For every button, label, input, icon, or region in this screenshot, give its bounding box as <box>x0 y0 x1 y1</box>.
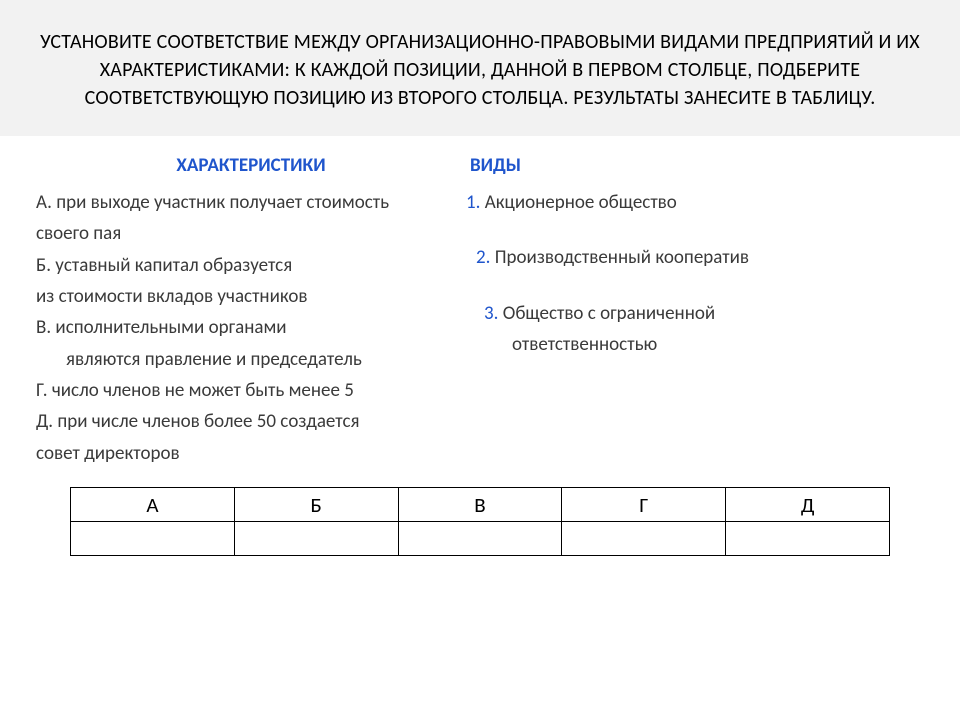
answer-cell-B[interactable] <box>234 522 398 556</box>
char-B-line1: Б. уставный капитал образуется <box>36 250 466 281</box>
characteristics-list: А. при выходе участник получает стоимост… <box>36 187 466 469</box>
types-list: 1. Акционерное общество 2. Производствен… <box>466 187 906 384</box>
char-D-line2: совет директоров <box>36 438 466 469</box>
instruction-header: УСТАНОВИТЕ СООТВЕТСТВИЕ МЕЖДУ ОРГАНИЗАЦИ… <box>0 0 960 136</box>
type-3: 3. Общество с ограниченной ответственнос… <box>466 298 906 361</box>
type-1-text: Акционерное общество <box>480 191 676 214</box>
type-2-num: 2. <box>476 246 490 269</box>
characteristics-heading: ХАРАКТЕРИСТИКИ <box>36 154 466 177</box>
body-columns: А. при выходе участник получает стоимост… <box>36 187 924 469</box>
char-D-line1: Д. при числе членов более 50 создается <box>36 406 466 437</box>
char-G-line1: Г. число членов не может быть менее 5 <box>36 375 466 406</box>
type-3-text: Общество с ограниченной <box>498 302 715 325</box>
char-A-line2: своего пая <box>36 218 466 249</box>
answer-table: А Б В Г Д <box>70 487 890 556</box>
type-2-text: Производственный кооператив <box>490 246 749 269</box>
answer-header-V: В <box>398 488 562 522</box>
answer-header-A: А <box>71 488 235 522</box>
answer-header-G: Г <box>562 488 726 522</box>
column-headings: ХАРАКТЕРИСТИКИ ВИДЫ <box>36 154 924 177</box>
type-1: 1. Акционерное общество <box>466 187 906 218</box>
char-V-line1: В. исполнительными органами <box>36 312 466 343</box>
answer-header-row: А Б В Г Д <box>71 488 890 522</box>
char-B-line2: из стоимости вкладов участников <box>36 281 466 312</box>
answer-cell-G[interactable] <box>562 522 726 556</box>
content-area: ХАРАКТЕРИСТИКИ ВИДЫ А. при выходе участн… <box>0 136 960 556</box>
type-2: 2. Производственный кооператив <box>466 242 906 273</box>
answer-cell-V[interactable] <box>398 522 562 556</box>
type-1-num: 1. <box>466 191 480 214</box>
answer-header-D: Д <box>726 488 890 522</box>
types-heading: ВИДЫ <box>466 154 924 177</box>
type-3-num: 3. <box>484 302 498 325</box>
answer-cell-A[interactable] <box>71 522 235 556</box>
type-3-line2: ответственностью <box>484 329 906 360</box>
char-V-line2: являются правление и председатель <box>36 344 466 375</box>
answer-input-row <box>71 522 890 556</box>
instruction-text: УСТАНОВИТЕ СООТВЕТСТВИЕ МЕЖДУ ОРГАНИЗАЦИ… <box>30 28 930 112</box>
char-A-line1: А. при выходе участник получает стоимост… <box>36 187 466 218</box>
answer-header-B: Б <box>234 488 398 522</box>
answer-cell-D[interactable] <box>726 522 890 556</box>
